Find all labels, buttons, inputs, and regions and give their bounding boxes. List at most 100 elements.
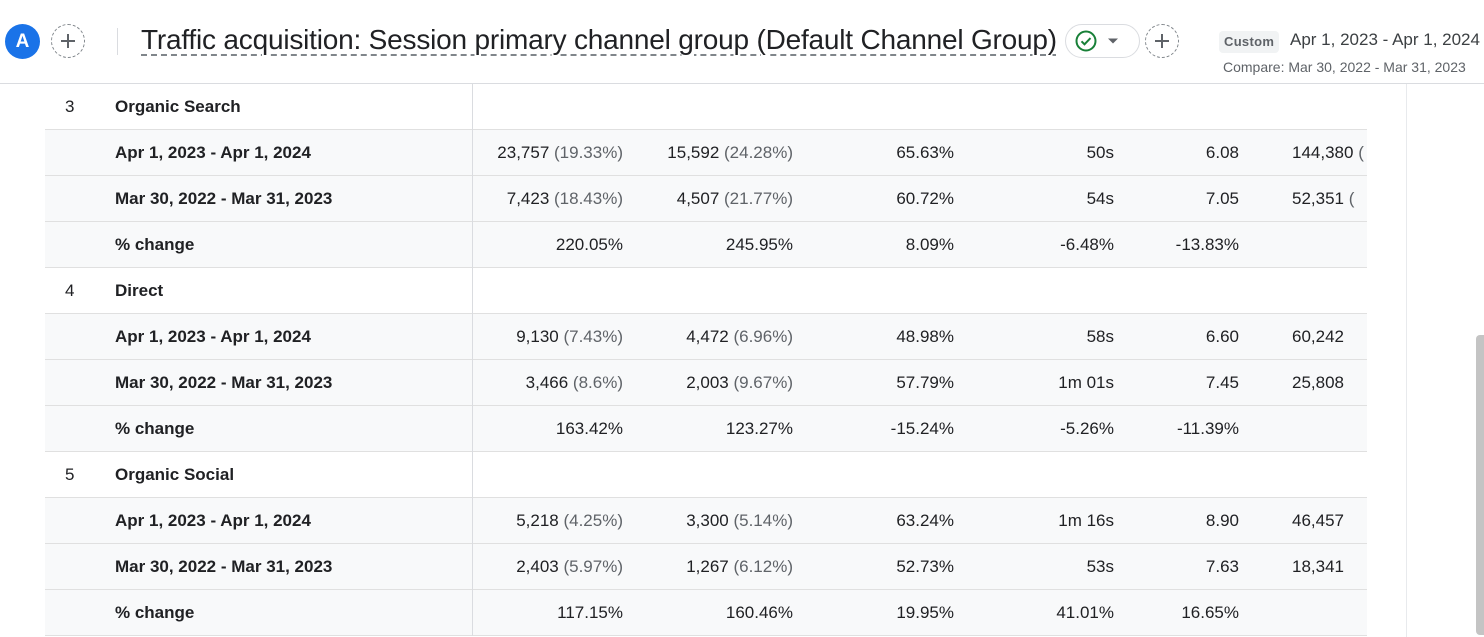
column-divider bbox=[472, 176, 473, 222]
sessions-cell-percent-of-total: (18.43%) bbox=[554, 189, 623, 208]
table-row: Mar 30, 2022 - Mar 31, 2023 7,423 (18.43%… bbox=[45, 176, 1367, 222]
events-per-session-cell: 16.65% bbox=[1181, 590, 1239, 636]
table-row: Mar 30, 2022 - Mar 31, 2023 3,466 (8.6%) 2… bbox=[45, 360, 1367, 406]
engagement-rate-cell: 48.98% bbox=[896, 314, 954, 360]
engagement-time-cell-value: 50s bbox=[1086, 143, 1114, 162]
add-comparison-button[interactable] bbox=[51, 24, 85, 58]
engagement-rate-cell: 63.24% bbox=[896, 498, 954, 544]
event-count-cell-percent-of-total: ( bbox=[1358, 143, 1364, 162]
event-count-cell-value: 18,341 bbox=[1292, 557, 1344, 576]
chevron-down-icon bbox=[1108, 38, 1118, 44]
table-row: % change 163.42% 123.27% -15.24% -5.26% -11.3… bbox=[45, 406, 1367, 452]
channel-name[interactable]: Organic Social bbox=[115, 465, 235, 484]
compare-date-range[interactable]: Compare: Mar 30, 2022 - Mar 31, 2023 bbox=[1223, 59, 1466, 75]
events-per-session-cell: 6.60 bbox=[1206, 314, 1239, 360]
date-range-picker[interactable]: Apr 1, 2023 - Apr 1, 2024 bbox=[1290, 30, 1480, 49]
row-label: Mar 30, 2022 - Mar 31, 2023 bbox=[115, 373, 333, 392]
event-count-cell: 52,351 ( bbox=[1292, 176, 1354, 222]
sessions-cell-value: 220.05% bbox=[555, 235, 623, 254]
column-divider bbox=[472, 84, 473, 130]
events-per-session-cell-value: 8.90 bbox=[1205, 511, 1239, 530]
check-circle-icon bbox=[1075, 30, 1097, 52]
engaged-sessions-cell-value: 245.95% bbox=[725, 235, 793, 254]
vertical-scrollbar[interactable] bbox=[1476, 335, 1484, 635]
panel-divider bbox=[1406, 84, 1407, 637]
sessions-cell-percent-of-total: (7.43%) bbox=[563, 327, 623, 346]
row-label: Apr 1, 2023 - Apr 1, 2024 bbox=[115, 327, 311, 346]
event-count-cell: 25,808 bbox=[1292, 360, 1344, 406]
engagement-time-cell: 1m 01s bbox=[1058, 360, 1114, 406]
engagement-time-cell: -5.26% bbox=[1060, 406, 1114, 452]
sessions-cell: 3,466 (8.6%) bbox=[526, 360, 623, 406]
sessions-cell: 5,218 (4.25%) bbox=[516, 498, 623, 544]
sessions-cell-value: 117.15% bbox=[557, 603, 623, 622]
engaged-sessions-cell-value: 3,300 bbox=[686, 511, 729, 530]
engaged-sessions-cell-value: 4,472 bbox=[686, 327, 729, 346]
table-row: Mar 30, 2022 - Mar 31, 2023 2,403 (5.97%)… bbox=[45, 544, 1367, 590]
events-per-session-cell-value: 7.63 bbox=[1205, 557, 1239, 576]
table-row: % change 117.15% 160.46% 19.95% 41.01% 16.65% bbox=[45, 590, 1367, 636]
engagement-time-cell: 41.01% bbox=[1056, 590, 1114, 636]
engaged-sessions-cell-value: 4,507 bbox=[676, 189, 720, 208]
engagement-rate-cell: 8.09% bbox=[906, 222, 954, 268]
row-rank: 4 bbox=[65, 281, 75, 300]
event-count-cell-percent-of-total: ( bbox=[1348, 189, 1355, 208]
account-avatar[interactable]: A bbox=[5, 24, 40, 59]
header-divider bbox=[117, 28, 118, 55]
event-count-cell: 60,242 bbox=[1292, 314, 1344, 360]
sessions-cell-percent-of-total: (19.33%) bbox=[554, 143, 623, 162]
sessions-cell: 117.15% bbox=[557, 590, 623, 636]
events-per-session-cell: -11.39% bbox=[1177, 406, 1239, 452]
engaged-sessions-cell: 160.46% bbox=[726, 590, 793, 636]
engagement-time-cell-value: -6.48% bbox=[1060, 235, 1114, 254]
engagement-rate-cell-value: -15.24% bbox=[890, 419, 954, 438]
events-per-session-cell-value: 6.08 bbox=[1205, 143, 1239, 162]
row-label: % change bbox=[115, 419, 195, 438]
event-count-cell-value: 46,457 bbox=[1292, 511, 1344, 530]
events-per-session-cell-value: 16.65% bbox=[1181, 603, 1239, 622]
report-header: A Traffic acquisition: Session primary c… bbox=[0, 0, 1484, 84]
column-divider bbox=[472, 314, 473, 360]
sessions-cell: 7,423 (18.43%) bbox=[507, 176, 623, 222]
table-row: Apr 1, 2023 - Apr 1, 2024 9,130 (7.43%) 4,… bbox=[45, 314, 1367, 360]
engagement-time-cell: -6.48% bbox=[1060, 222, 1114, 268]
channel-group-row[interactable]: 3 Organic Search bbox=[45, 84, 1367, 130]
engaged-sessions-cell: 3,300 (5.14%) bbox=[686, 498, 793, 544]
channel-name[interactable]: Organic Search bbox=[115, 97, 241, 116]
engaged-sessions-cell: 123.27% bbox=[726, 406, 793, 452]
table-row: % change 220.05% 245.95% 8.09% -6.48% -13.83% bbox=[45, 222, 1367, 268]
column-divider bbox=[472, 360, 473, 406]
engaged-sessions-cell: 245.95% bbox=[726, 222, 793, 268]
plus-icon bbox=[61, 34, 75, 48]
row-label: % change bbox=[115, 603, 195, 622]
row-label: Mar 30, 2022 - Mar 31, 2023 bbox=[115, 557, 333, 576]
events-per-session-cell-value: 7.45 bbox=[1205, 373, 1239, 392]
column-divider bbox=[472, 544, 473, 590]
data-quality-status-button[interactable] bbox=[1065, 24, 1140, 58]
channel-group-row[interactable]: 5 Organic Social bbox=[45, 452, 1367, 498]
sessions-cell-value: 3,466 bbox=[525, 373, 569, 392]
engaged-sessions-cell-percent-of-total: (9.67%) bbox=[733, 373, 793, 392]
engagement-rate-cell-value: 65.63% bbox=[896, 143, 954, 162]
engaged-sessions-cell-value: 2,003 bbox=[686, 373, 729, 392]
sessions-cell-value: 5,218 bbox=[516, 511, 559, 530]
engagement-rate-cell-value: 8.09% bbox=[905, 235, 954, 254]
events-per-session-cell: 6.08 bbox=[1206, 130, 1239, 176]
table-row: Apr 1, 2023 - Apr 1, 2024 23,757 (19.33%)… bbox=[45, 130, 1367, 176]
channel-name[interactable]: Direct bbox=[115, 281, 164, 300]
engagement-time-cell-value: -5.26% bbox=[1060, 419, 1114, 438]
engaged-sessions-cell-percent-of-total: (5.14%) bbox=[733, 511, 793, 530]
sessions-cell-percent-of-total: (8.6%) bbox=[572, 373, 623, 392]
sessions-cell-percent-of-total: (5.97%) bbox=[563, 557, 623, 576]
page-title[interactable]: Traffic acquisition: Session primary cha… bbox=[141, 24, 1057, 55]
channel-group-row[interactable]: 4 Direct bbox=[45, 268, 1367, 314]
add-filter-button[interactable] bbox=[1145, 24, 1179, 58]
engagement-rate-cell: 60.72% bbox=[896, 176, 954, 222]
events-per-session-cell: 7.45 bbox=[1206, 360, 1239, 406]
engagement-time-cell-value: 41.01% bbox=[1056, 603, 1114, 622]
column-divider bbox=[472, 498, 473, 544]
sessions-cell: 220.05% bbox=[556, 222, 623, 268]
engagement-rate-cell: 19.95% bbox=[896, 590, 954, 636]
engagement-time-cell-value: 58s bbox=[1086, 327, 1114, 346]
sessions-cell: 9,130 (7.43%) bbox=[516, 314, 623, 360]
